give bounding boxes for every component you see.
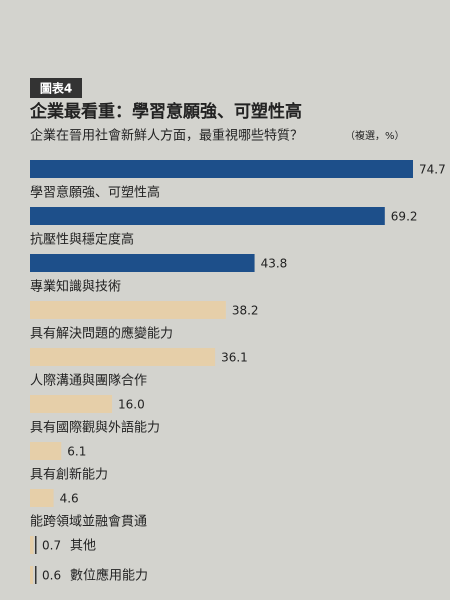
chart-note: （複選，%） [345, 129, 405, 142]
bar [30, 536, 34, 554]
category-label: 具有國際觀與外語能力 [30, 420, 160, 436]
chart-title: 企業最看重：學習意願強、可塑性高 [29, 101, 302, 122]
value-label: 43.8 [261, 257, 288, 271]
category-label: 人際溝通與團隊合作 [30, 373, 147, 389]
value-label: 38.2 [232, 304, 259, 318]
bar-marker [35, 536, 37, 554]
bar [30, 301, 226, 319]
value-label: 74.7 [419, 163, 446, 177]
category-label: 具有創新能力 [30, 467, 108, 483]
category-label: 抗壓性與穩定度高 [30, 232, 134, 248]
bar [30, 207, 385, 225]
category-label: 學習意願強、可塑性高 [30, 185, 160, 201]
value-label: 16.0 [118, 398, 145, 412]
bar [30, 489, 54, 507]
category-label: 專業知識與技術 [30, 279, 121, 295]
value-label: 4.6 [60, 492, 79, 506]
bar [30, 160, 413, 178]
bar [30, 348, 216, 366]
category-label: 具有解決問題的應變能力 [30, 326, 173, 342]
bar [30, 254, 255, 272]
value-label: 0.7 [42, 539, 61, 553]
value-label: 6.1 [67, 445, 86, 459]
value-label: 69.2 [391, 210, 418, 224]
badge-box [30, 78, 82, 98]
category-label: 能跨領域並融會貫通 [30, 514, 147, 530]
value-label: 36.1 [221, 351, 248, 365]
badge: 圖表4 [40, 81, 72, 96]
bar-marker [35, 566, 37, 584]
chart-subtitle: 企業在晉用社會新鮮人方面，最重視哪些特質？ [30, 128, 303, 144]
bar [30, 442, 62, 460]
category-label: 其他 [70, 539, 96, 554]
bar [30, 395, 113, 413]
value-label: 0.6 [42, 569, 61, 583]
category-label: 數位應用能力 [70, 568, 148, 584]
bar [30, 566, 34, 584]
